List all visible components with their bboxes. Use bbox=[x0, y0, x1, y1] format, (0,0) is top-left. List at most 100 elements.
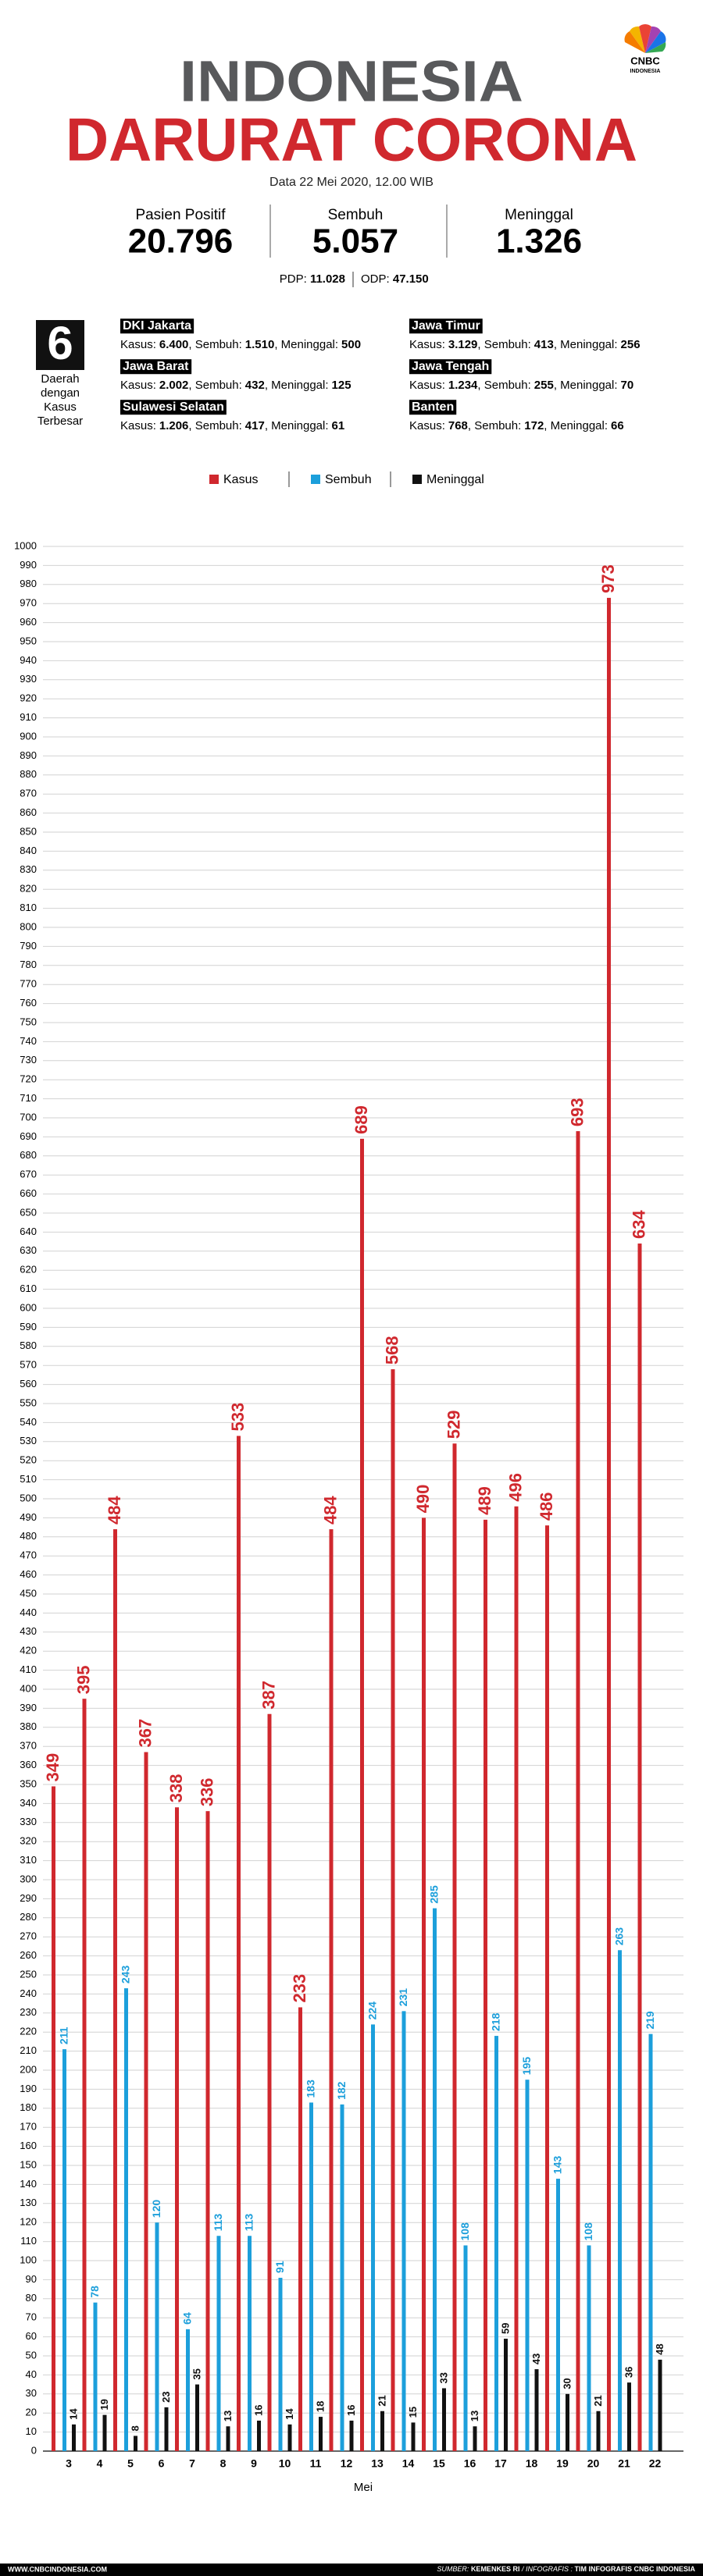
y-tick-label: 40 bbox=[26, 2368, 37, 2380]
y-tick-label: 90 bbox=[26, 2273, 37, 2285]
value-label: 338 bbox=[166, 1774, 186, 1803]
bar bbox=[287, 2424, 292, 2451]
value-label: 224 bbox=[366, 2001, 379, 2020]
y-tick-label: 910 bbox=[20, 711, 37, 723]
bar bbox=[401, 2011, 406, 2451]
region-label: , Sembuh: bbox=[188, 419, 241, 432]
y-tick-label: 200 bbox=[20, 2063, 37, 2075]
bar bbox=[186, 2329, 190, 2451]
legend-label: Sembuh bbox=[325, 473, 372, 486]
y-tick-label: 320 bbox=[20, 1835, 37, 1847]
bar bbox=[237, 1436, 241, 2451]
bar bbox=[587, 2245, 591, 2451]
y-tick-label: 220 bbox=[20, 2026, 37, 2037]
value-label: 59 bbox=[499, 2323, 511, 2334]
y-tick-label: 950 bbox=[20, 635, 37, 646]
region-label: , Meninggal: bbox=[554, 338, 618, 351]
value-label: 387 bbox=[259, 1681, 278, 1710]
region-value: 1.510 bbox=[245, 338, 275, 351]
bar bbox=[205, 1811, 210, 2451]
region-label: Kasus: bbox=[409, 419, 445, 432]
y-tick-label: 100 bbox=[20, 2254, 37, 2265]
value-label: 195 bbox=[520, 2057, 533, 2076]
y-tick-label: 800 bbox=[20, 920, 37, 932]
region-label: , Sembuh: bbox=[477, 379, 530, 392]
region-label: Kasus: bbox=[409, 338, 445, 351]
y-tick-label: 570 bbox=[20, 1359, 37, 1371]
bar bbox=[658, 2359, 662, 2451]
region-highlight bbox=[409, 359, 492, 375]
y-tick-label: 10 bbox=[26, 2425, 37, 2437]
value-label: 16 bbox=[345, 2404, 357, 2415]
bar bbox=[360, 1138, 364, 2451]
value-label: 349 bbox=[43, 1753, 62, 1782]
bar bbox=[452, 1443, 457, 2451]
y-tick-label: 470 bbox=[20, 1550, 37, 1561]
stat-value: 20.796 bbox=[128, 222, 234, 261]
y-tick-label: 410 bbox=[20, 1663, 37, 1675]
logo: CNBC INDONESIA bbox=[624, 23, 666, 74]
region-label: , Meninggal: bbox=[274, 338, 338, 351]
count-number: 6 bbox=[47, 317, 73, 369]
y-tick-label: 860 bbox=[20, 806, 37, 818]
region-value: 1.206 bbox=[159, 419, 189, 432]
y-tick-label: 540 bbox=[20, 1416, 37, 1428]
value-label: 243 bbox=[120, 1966, 132, 1984]
y-tick-label: 990 bbox=[20, 559, 37, 571]
value-label: 13 bbox=[469, 2411, 480, 2421]
value-label: 634 bbox=[629, 1210, 648, 1239]
x-tick-label: 5 bbox=[127, 2457, 134, 2470]
region-label: , Sembuh: bbox=[477, 338, 530, 351]
bar bbox=[144, 1752, 148, 2451]
value-label: 490 bbox=[413, 1485, 433, 1514]
bar bbox=[164, 2407, 169, 2451]
x-axis-label: Mei bbox=[354, 2481, 373, 2494]
value-label: 23 bbox=[160, 2391, 172, 2402]
bar bbox=[309, 2102, 313, 2451]
x-tick-label: 20 bbox=[587, 2457, 600, 2470]
region-detail: Kasus: 1.206, Sembuh: 417, Meninggal: 61 bbox=[120, 419, 344, 432]
region-value: 256 bbox=[621, 338, 641, 351]
y-tick-label: 700 bbox=[20, 1111, 37, 1123]
y-tick-label: 830 bbox=[20, 863, 37, 875]
date: Data 22 Mei 2020, 12.00 WIB bbox=[269, 176, 434, 189]
y-tick-label: 770 bbox=[20, 978, 37, 990]
bar bbox=[534, 2369, 539, 2451]
x-tick-label: 16 bbox=[464, 2457, 476, 2470]
x-tick-label: 12 bbox=[341, 2457, 353, 2470]
value-label: 143 bbox=[551, 2156, 564, 2175]
bar bbox=[134, 2435, 137, 2451]
region-detail: Kasus: 3.129, Sembuh: 413, Meninggal: 256 bbox=[409, 338, 641, 351]
value-label: 43 bbox=[530, 2354, 542, 2364]
y-tick-label: 660 bbox=[20, 1187, 37, 1199]
value-label: 18 bbox=[314, 2401, 326, 2412]
legend: Kasus Sembuh Meninggal bbox=[209, 471, 484, 487]
region-value: 413 bbox=[534, 338, 554, 351]
stat-value: 1.326 bbox=[496, 222, 582, 261]
region-highlight bbox=[120, 318, 194, 334]
value-label: 233 bbox=[290, 1974, 309, 2003]
y-tick-label: 890 bbox=[20, 749, 37, 761]
y-tick-label: 230 bbox=[20, 2006, 37, 2018]
legend-label: Meninggal bbox=[426, 473, 484, 486]
bar bbox=[93, 2302, 98, 2451]
region-value: 3.129 bbox=[448, 338, 478, 351]
region-label: , Sembuh: bbox=[188, 379, 241, 392]
bar bbox=[433, 1908, 437, 2451]
legend-swatch bbox=[209, 475, 219, 484]
bar bbox=[102, 2414, 107, 2451]
region-highlight bbox=[120, 359, 192, 375]
y-tick-label: 720 bbox=[20, 1073, 37, 1085]
value-label: 529 bbox=[444, 1411, 463, 1439]
value-label: 19 bbox=[98, 2399, 110, 2410]
bar bbox=[525, 2080, 530, 2451]
y-tick-label: 300 bbox=[20, 1873, 37, 1884]
y-tick-label: 500 bbox=[20, 1492, 37, 1503]
bar bbox=[267, 1713, 272, 2451]
x-tick-label: 14 bbox=[402, 2457, 415, 2470]
y-tick-label: 70 bbox=[26, 2311, 37, 2323]
value-label: 13 bbox=[222, 2411, 234, 2421]
region-value: 70 bbox=[621, 379, 634, 392]
